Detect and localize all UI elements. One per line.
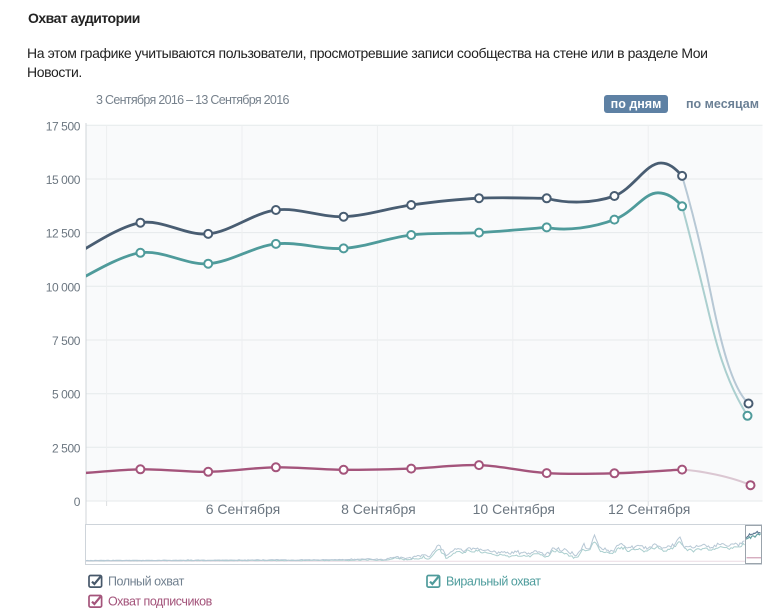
svg-text:10 000: 10 000 — [46, 280, 81, 294]
svg-text:12 500: 12 500 — [46, 227, 81, 241]
svg-text:15 000: 15 000 — [46, 173, 81, 187]
svg-text:6 Сентября: 6 Сентября — [206, 501, 281, 517]
svg-text:2 500: 2 500 — [52, 441, 81, 455]
svg-text:7 500: 7 500 — [52, 334, 81, 348]
svg-text:12 Сентября: 12 Сентября — [608, 501, 690, 517]
svg-text:8 Сентября: 8 Сентября — [341, 501, 416, 517]
svg-text:10 Сентября: 10 Сентября — [473, 501, 555, 517]
svg-text:5 000: 5 000 — [52, 388, 81, 402]
svg-text:0: 0 — [74, 495, 81, 509]
svg-text:17 500: 17 500 — [46, 119, 81, 133]
